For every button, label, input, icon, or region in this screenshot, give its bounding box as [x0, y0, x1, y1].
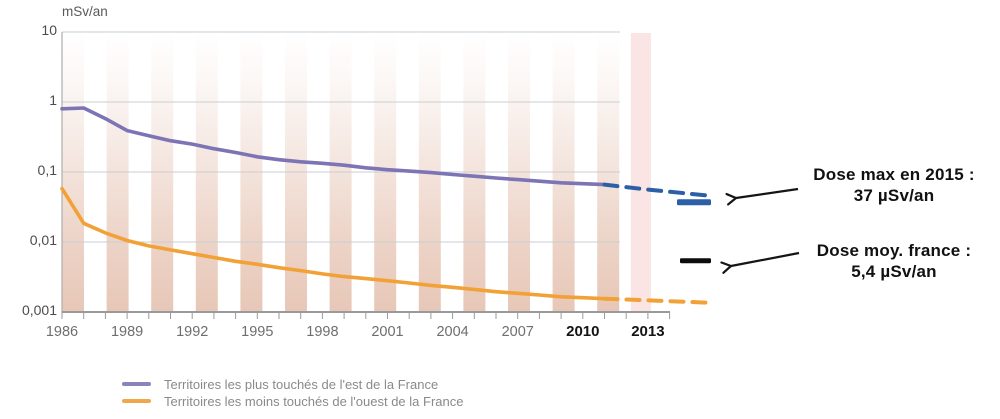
dose-max-annotation-line1: Dose max en 2015 :	[813, 165, 975, 184]
dose-max-arrow-icon	[725, 187, 799, 206]
svg-text:2013: 2013	[631, 323, 664, 340]
svg-text:2010: 2010	[566, 323, 599, 340]
legend-swatch-ouest-icon	[122, 399, 151, 403]
dose-moyenne-annotation: Dose moy. france : 5,4 µSv/an	[788, 241, 1000, 282]
legend-item-est: Territoires les plus touchés de l'est de…	[122, 376, 463, 392]
chart-legend: Territoires les plus touchés de l'est de…	[122, 376, 464, 409]
svg-text:2007: 2007	[502, 324, 534, 340]
highlight-band-2013	[630, 33, 651, 312]
series-line-0	[60, 106, 607, 187]
svg-text:2004: 2004	[436, 324, 468, 340]
svg-text:0,001: 0,001	[22, 302, 57, 318]
legend-label-ouest: Territoires les moins touchés de l'ouest…	[164, 393, 464, 409]
legend-item-ouest: Territoires les moins touchés de l'ouest…	[122, 393, 464, 409]
svg-text:0,01: 0,01	[30, 232, 57, 248]
grid-lines	[62, 31, 620, 243]
y-axis-labels: 10 1 0,1 0,01 0,001	[22, 22, 57, 318]
dose-max-2015-marker	[677, 199, 711, 206]
x-axis-ticks	[61, 312, 671, 319]
svg-text:1992: 1992	[176, 324, 208, 340]
y-axis-unit-label: mSv/an	[62, 4, 108, 19]
dose-moyenne-arrow-icon	[720, 251, 800, 274]
legend-label-est: Territoires les plus touchés de l'est de…	[164, 376, 439, 392]
dose-moyenne-annotation-line2: 5,4 µSv/an	[851, 261, 937, 281]
svg-text:1995: 1995	[241, 324, 273, 340]
dose-max-annotation: Dose max en 2015 : 37 µSv/an	[788, 165, 1000, 206]
x-axis-labels: 1986 1989 1992 1995 1998 2001 2004 2007 2010 2013	[46, 323, 665, 340]
svg-text:1: 1	[49, 92, 57, 108]
svg-text:1989: 1989	[111, 324, 143, 340]
svg-text:2001: 2001	[371, 324, 403, 340]
svg-text:1998: 1998	[306, 324, 338, 340]
svg-text:1986: 1986	[46, 324, 78, 340]
series-line-2	[60, 186, 607, 301]
svg-text:0,1: 0,1	[38, 162, 58, 178]
series-line-3	[602, 296, 711, 305]
series-line-1	[602, 182, 711, 198]
dose-max-annotation-line2: 37 µSv/an	[853, 185, 935, 205]
dose-moyenne-france-marker	[680, 258, 711, 264]
legend-swatch-est-icon	[122, 382, 151, 386]
dose-moyenne-annotation-line1: Dose moy. france :	[816, 241, 972, 260]
svg-text:10: 10	[41, 22, 57, 38]
